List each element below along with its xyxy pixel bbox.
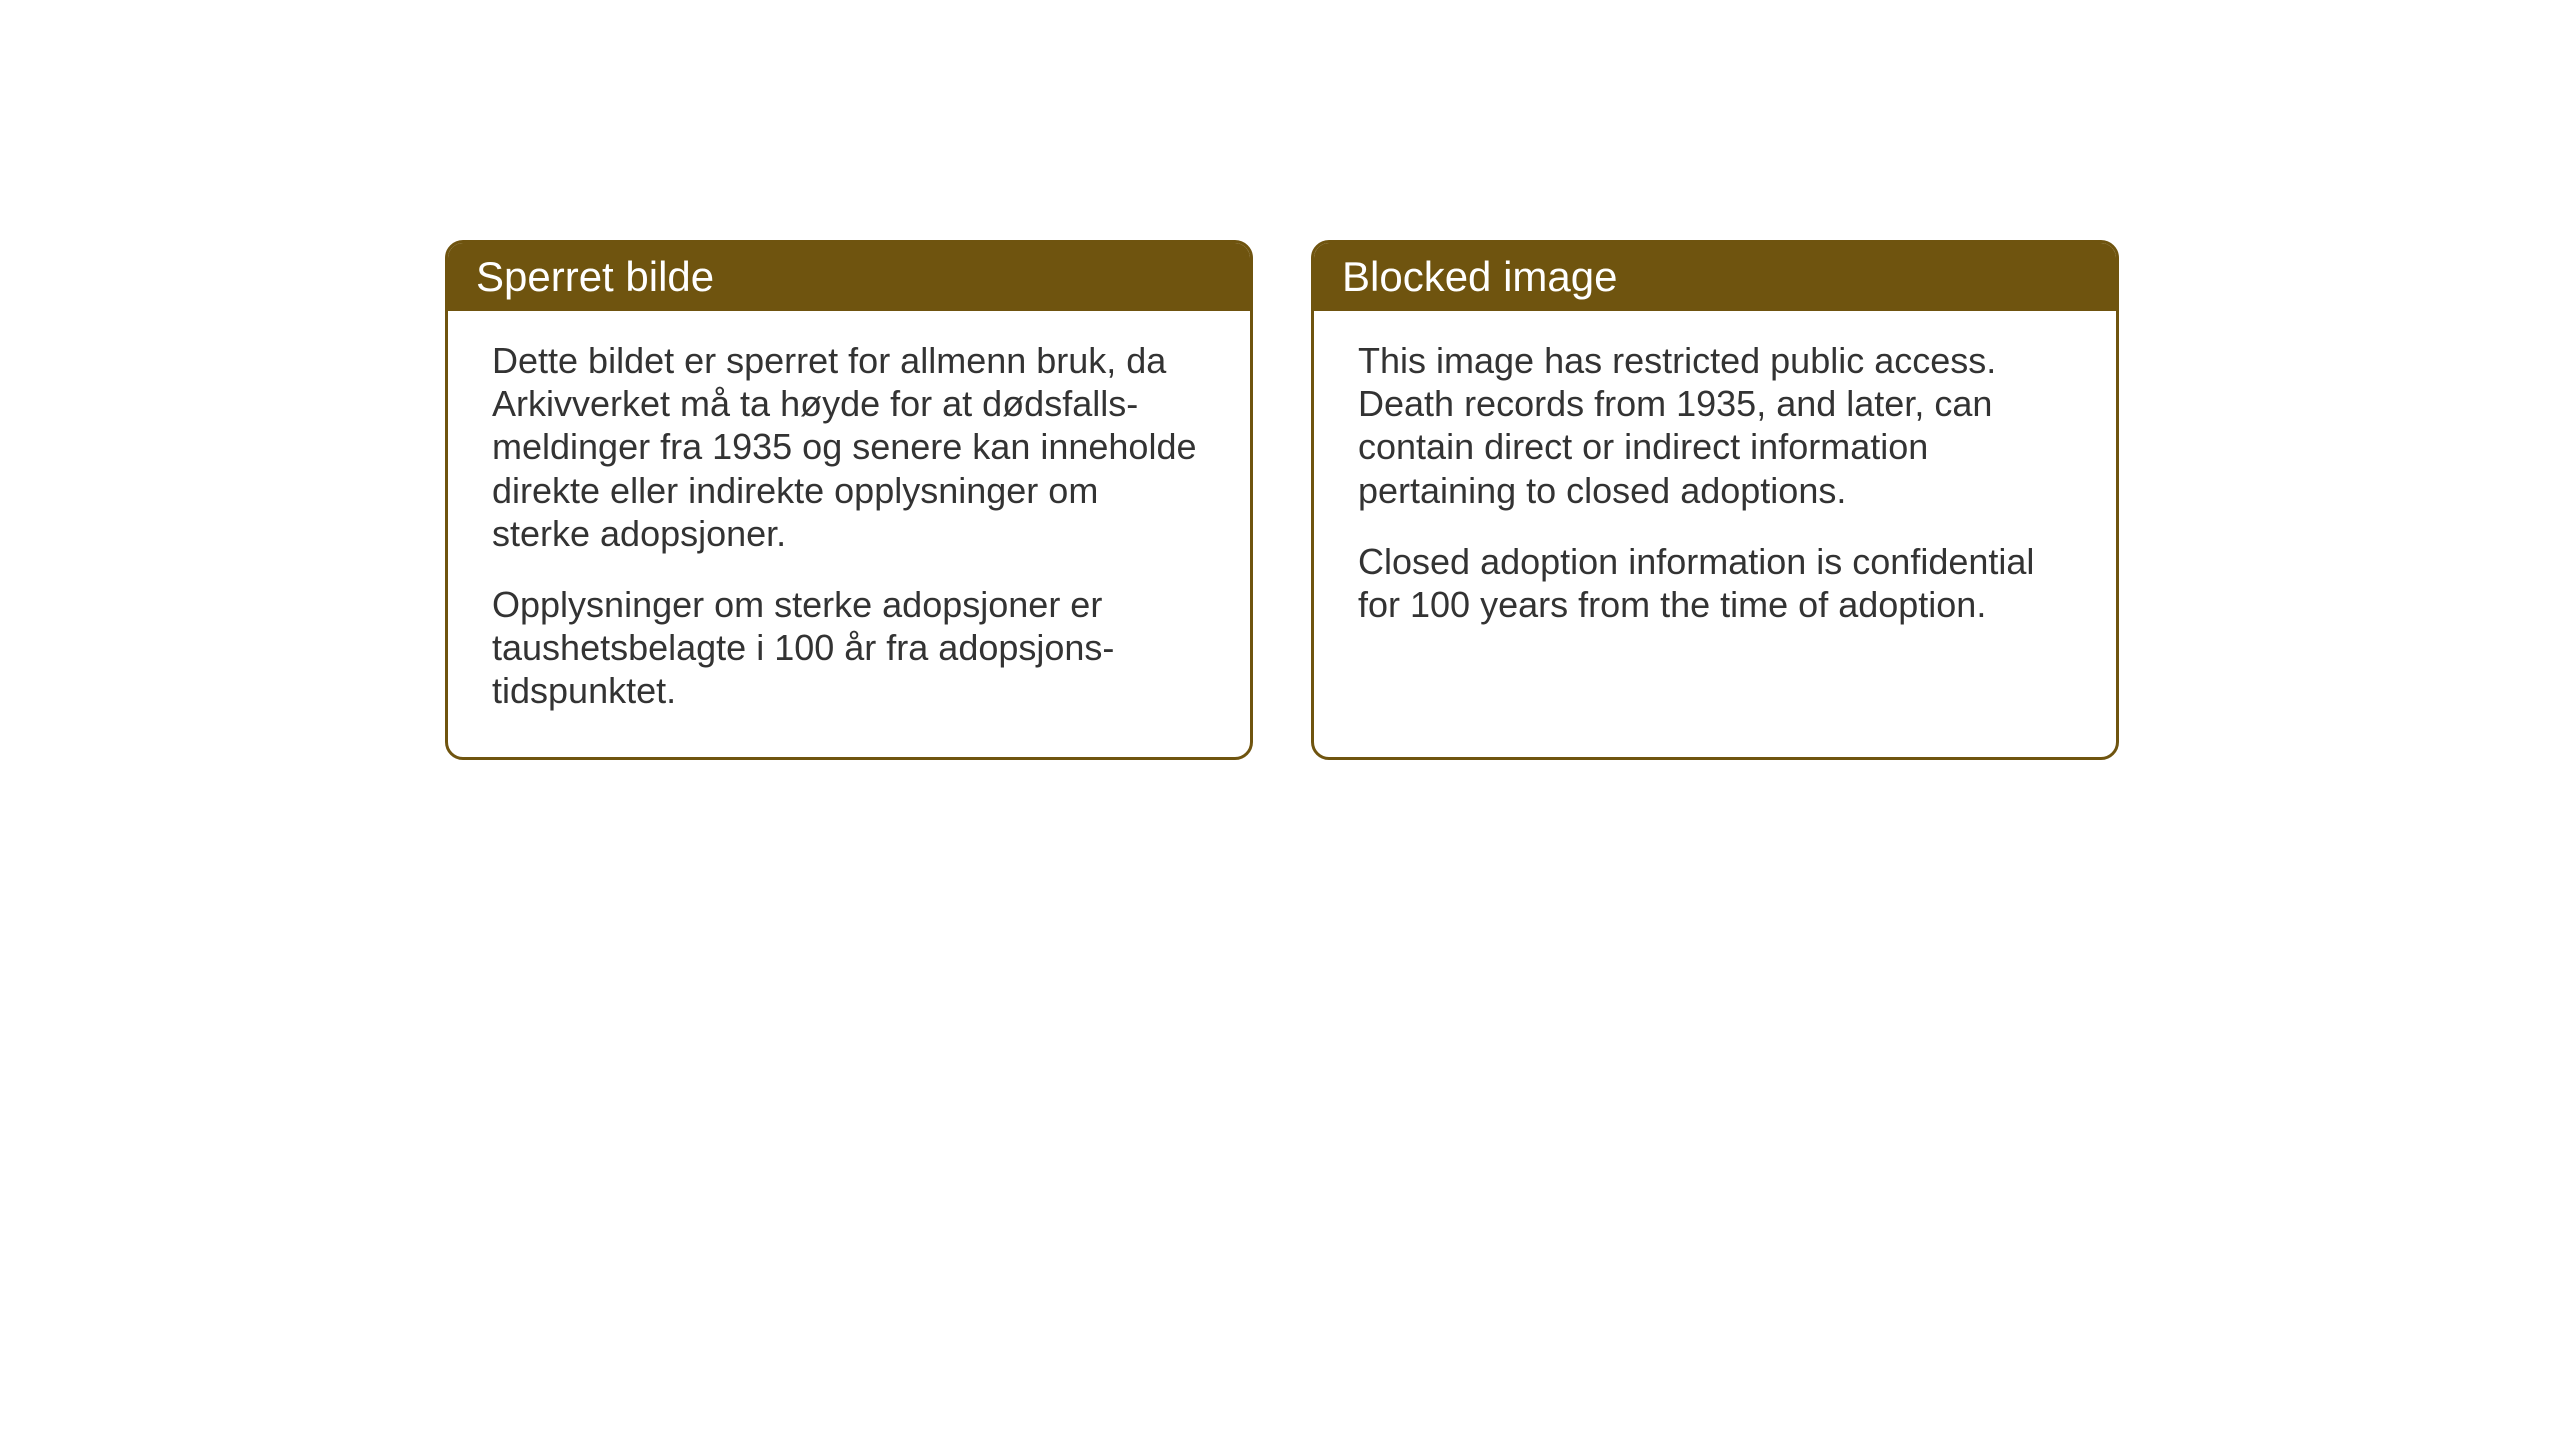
norwegian-card: Sperret bilde Dette bildet er sperret fo… xyxy=(445,240,1253,760)
cards-container: Sperret bilde Dette bildet er sperret fo… xyxy=(445,240,2119,760)
norwegian-paragraph-1: Dette bildet er sperret for allmenn bruk… xyxy=(492,339,1206,555)
english-paragraph-1: This image has restricted public access.… xyxy=(1358,339,2072,512)
english-card-header: Blocked image xyxy=(1314,243,2116,311)
english-card: Blocked image This image has restricted … xyxy=(1311,240,2119,760)
norwegian-card-title: Sperret bilde xyxy=(476,253,714,300)
norwegian-card-body: Dette bildet er sperret for allmenn bruk… xyxy=(448,311,1250,757)
english-card-body: This image has restricted public access.… xyxy=(1314,311,2116,670)
english-card-title: Blocked image xyxy=(1342,253,1617,300)
norwegian-card-header: Sperret bilde xyxy=(448,243,1250,311)
english-paragraph-2: Closed adoption information is confident… xyxy=(1358,540,2072,626)
norwegian-paragraph-2: Opplysninger om sterke adopsjoner er tau… xyxy=(492,583,1206,713)
